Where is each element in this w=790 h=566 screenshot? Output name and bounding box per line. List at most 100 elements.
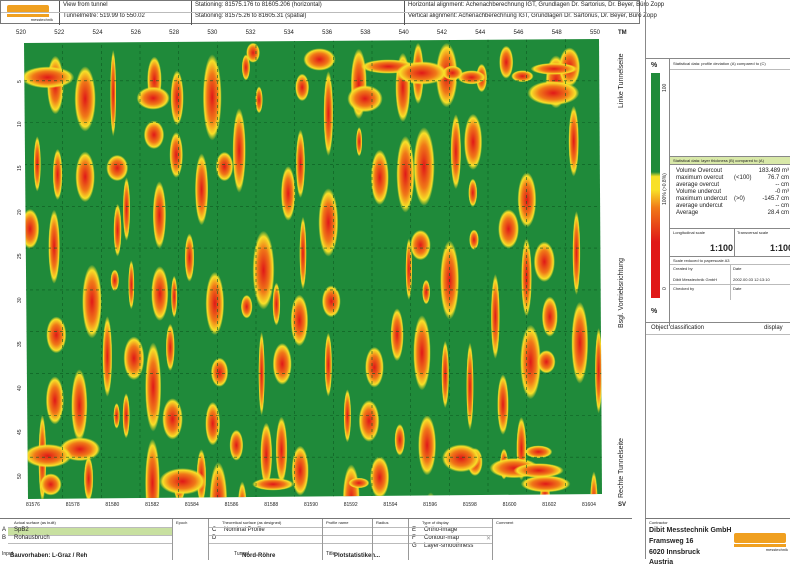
left-tick-label: 10 xyxy=(17,121,23,127)
legend-scale-bottom: 0 xyxy=(662,287,668,290)
bottom-tick-label: 81592 xyxy=(343,502,358,508)
overbreak-blob xyxy=(520,475,571,493)
overbreak-blob xyxy=(572,210,581,296)
checked-by-label: Checked by xyxy=(673,286,695,291)
overbreak-blob xyxy=(143,120,165,150)
header-tunnelmetre: Tunnelmetre: 519.99 to 550.02 xyxy=(63,13,145,19)
overbreak-blob xyxy=(82,264,102,339)
overbreak-blob xyxy=(194,153,209,226)
row-letter: E xyxy=(412,527,417,533)
bottom-tick-label: 81576 xyxy=(26,502,40,508)
overbreak-blob xyxy=(358,400,380,442)
tunnel-value: Nord-Röhre xyxy=(242,553,276,559)
overbreak-blob xyxy=(370,149,389,206)
overbreak-blob xyxy=(110,269,120,292)
overbreak-blob xyxy=(520,324,541,400)
stat-value: 76.7 cm xyxy=(767,175,789,181)
row-letter: C xyxy=(212,527,217,533)
top-tick-label: 520 xyxy=(16,30,27,36)
bottom-tick-label: 81578 xyxy=(65,502,80,508)
actual-surface-row xyxy=(8,535,172,543)
overbreak-blob xyxy=(291,445,309,496)
top-tick-label: 548 xyxy=(551,30,562,36)
overbreak-blob xyxy=(405,238,413,300)
stats-layer-header: Statistical data: layer thickness (B) co… xyxy=(670,156,790,165)
overbreak-blob xyxy=(390,308,404,362)
stat-label: maximum overcut xyxy=(676,175,724,181)
header-view-label: View from tunnel xyxy=(63,2,108,8)
overbreak-blob xyxy=(165,323,175,372)
header-horizontal-alignment: Horizontal alignment: Achenachberechnung… xyxy=(408,2,665,8)
right-panel: % 100 100% (>0.8%) 0 % Statistical data:… xyxy=(645,0,790,518)
stat-value: -- cm xyxy=(775,182,789,188)
scale-reduced-note: Scale reduced to paperscale A3 xyxy=(673,258,730,263)
overbreak-blob xyxy=(113,403,120,429)
epoch-header: Epoch xyxy=(176,520,188,525)
header-vertical-alignment: Vertical alignment: Achenachberechnung I… xyxy=(408,13,657,19)
overbreak-blob xyxy=(209,462,228,499)
overbreak-blob xyxy=(145,342,162,432)
left-tick-label: 25 xyxy=(17,253,23,259)
stat-label: Average xyxy=(676,210,699,216)
overbreak-blob xyxy=(171,275,178,318)
overbreak-blob xyxy=(571,301,589,384)
object-classification-label: Object classification xyxy=(651,325,705,331)
overbreak-blob xyxy=(272,343,292,385)
overbreak-blob xyxy=(323,70,334,157)
title-value: Plotstatistiken... xyxy=(334,553,381,559)
overbreak-blob xyxy=(74,66,96,132)
top-tick-label: 528 xyxy=(169,30,180,36)
header-stationing-spatial: Stationing: 81575.26 to 81605.31 (spatia… xyxy=(195,13,307,19)
contractor-label: Contractor xyxy=(649,520,668,525)
overbreak-blob xyxy=(110,49,117,137)
overbreak-blob xyxy=(568,105,579,177)
date-label: Date xyxy=(733,266,742,271)
overbreak-blob xyxy=(33,136,41,192)
overbreak-blob xyxy=(527,80,580,106)
left-tick-label: 45 xyxy=(17,429,23,435)
overbreak-blob xyxy=(594,327,602,414)
overbreak-blob xyxy=(169,132,183,178)
overbreak-blob xyxy=(229,429,244,461)
corner-tm-label: TM xyxy=(618,30,627,36)
left-tick-label: 40 xyxy=(17,385,23,391)
overbreak-blob xyxy=(102,316,113,397)
left-tick-label: 35 xyxy=(17,341,23,347)
display-type-name: Contour-map xyxy=(424,535,460,541)
bottom-tick-label: 81602 xyxy=(542,502,557,508)
overbreak-blob xyxy=(260,422,273,487)
top-tick-label: 522 xyxy=(54,30,65,36)
row-letter: A xyxy=(2,527,7,533)
long-scale-value: 1:100 xyxy=(710,243,734,253)
top-tick-label: 550 xyxy=(590,30,601,36)
title-label: Title xyxy=(326,551,336,557)
overbreak-blob xyxy=(83,456,94,499)
overbreak-blob xyxy=(468,178,478,207)
overbreak-blob xyxy=(24,66,75,89)
close-icon: ✕ xyxy=(486,536,492,542)
contractor-street: Framsweg 16 xyxy=(649,538,694,545)
actual-surface-row xyxy=(8,527,172,535)
top-tick-label: 534 xyxy=(283,30,294,36)
top-tick-label: 538 xyxy=(360,30,371,36)
header-strip: messtechnik View from tunnel Tunnelmetre… xyxy=(0,0,664,25)
legend-unit-bottom: % xyxy=(651,308,658,315)
header-logo: messtechnik xyxy=(3,3,53,22)
contractor-logo: messtechnik xyxy=(734,533,788,553)
actual-surface-row xyxy=(8,543,172,551)
stat-value: 183.489 m³ xyxy=(758,168,789,174)
bottom-tick-label: 81582 xyxy=(145,502,160,508)
row-letter: D xyxy=(212,535,217,541)
top-tick-label: 530 xyxy=(207,30,218,36)
overbreak-blob xyxy=(469,229,479,250)
header-logo-text: messtechnik xyxy=(30,17,53,22)
legend-color-bar xyxy=(651,73,660,298)
overbreak-blob xyxy=(45,376,64,425)
legend-scale-mid: 100% (>0.8%) xyxy=(662,173,668,205)
overbreak-blob xyxy=(136,86,170,110)
bottom-tick-label: 81588 xyxy=(264,502,279,508)
bottom-tick-label: 81604 xyxy=(582,502,596,508)
contractor-country: Austria xyxy=(649,559,674,566)
overbreak-blob xyxy=(162,398,183,440)
top-tick-label: 546 xyxy=(513,30,524,36)
